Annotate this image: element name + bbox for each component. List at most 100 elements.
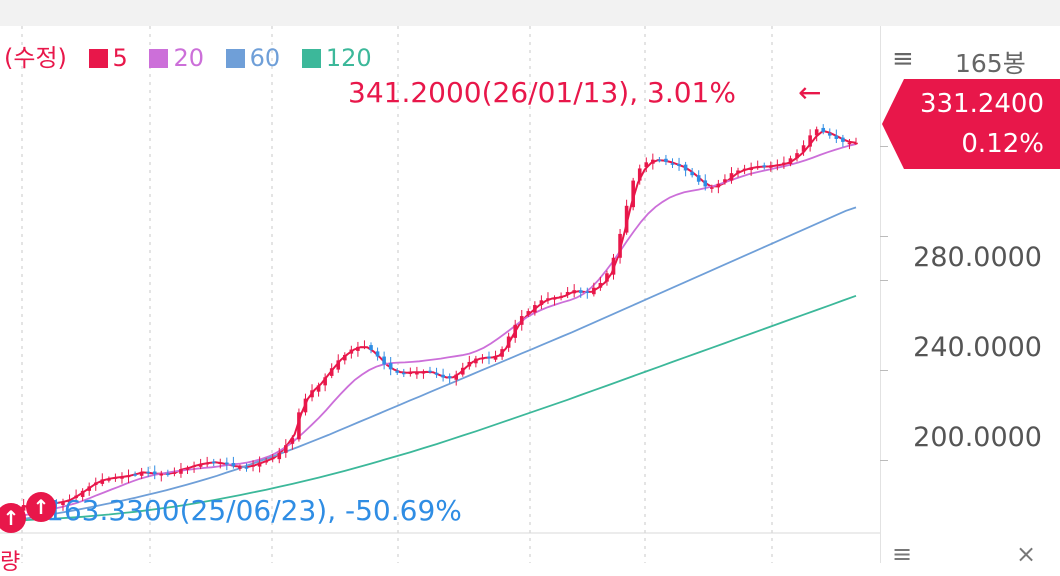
candle-body bbox=[74, 495, 78, 499]
candle-body bbox=[854, 142, 858, 145]
candle-body bbox=[172, 472, 177, 474]
candle bbox=[107, 476, 111, 483]
candle-body bbox=[847, 142, 852, 145]
candle-body bbox=[768, 165, 773, 168]
candle-body bbox=[716, 183, 721, 188]
y-tick-mark bbox=[880, 236, 888, 237]
candle bbox=[683, 161, 688, 177]
candle-body bbox=[565, 291, 570, 295]
candle bbox=[434, 367, 439, 378]
candle-body bbox=[434, 372, 439, 375]
candle bbox=[716, 179, 721, 194]
candle-body bbox=[782, 162, 786, 165]
candle bbox=[703, 174, 708, 191]
candle bbox=[277, 447, 282, 464]
candle bbox=[474, 355, 478, 368]
ma-line-20 bbox=[3, 143, 857, 522]
low-price-annotation: 163.3300(25/06/23), -50.69% bbox=[46, 494, 462, 527]
candle bbox=[723, 174, 727, 185]
candle-body bbox=[637, 168, 642, 181]
candle bbox=[506, 332, 511, 352]
legend-swatch-60 bbox=[225, 49, 245, 68]
candle-body bbox=[401, 372, 406, 375]
candle-body bbox=[231, 462, 236, 467]
candle-body bbox=[493, 356, 498, 360]
candle bbox=[120, 472, 124, 484]
candle bbox=[585, 287, 590, 299]
current-change-pct: 0.12% bbox=[961, 129, 1044, 159]
candle bbox=[310, 384, 314, 402]
candle bbox=[284, 439, 288, 458]
candle bbox=[605, 270, 609, 286]
candle-body bbox=[152, 471, 157, 475]
candle-body bbox=[349, 349, 354, 354]
candle-body bbox=[336, 360, 341, 370]
candle bbox=[801, 140, 806, 156]
close-icon[interactable]: × bbox=[1016, 540, 1037, 568]
candle bbox=[323, 373, 327, 392]
candle-body bbox=[159, 473, 164, 476]
candle bbox=[749, 162, 753, 176]
candle bbox=[533, 301, 537, 316]
menu-icon[interactable]: ≡ bbox=[892, 44, 914, 74]
y-tick-mark bbox=[880, 146, 888, 147]
candle-body bbox=[126, 475, 131, 478]
candle bbox=[664, 154, 668, 166]
candle-body bbox=[677, 163, 681, 166]
candle-body bbox=[395, 370, 400, 373]
candle-body bbox=[225, 462, 229, 465]
candle-count[interactable]: 165봉 bbox=[955, 49, 1026, 78]
candle-body bbox=[329, 368, 334, 376]
candle-body bbox=[814, 129, 819, 136]
candle-body bbox=[624, 205, 629, 233]
candle bbox=[827, 128, 832, 139]
candle-body bbox=[447, 376, 452, 379]
candle bbox=[487, 351, 491, 365]
candle-body bbox=[827, 133, 832, 136]
candle-body bbox=[362, 346, 367, 348]
candle-body bbox=[788, 158, 793, 164]
candle-body bbox=[546, 298, 550, 300]
left-arrow-icon: ← bbox=[798, 76, 822, 109]
candle-body bbox=[113, 477, 118, 479]
candle bbox=[362, 340, 367, 350]
legend-ma-60: 60 bbox=[249, 44, 281, 72]
up-arrow-icon: ↑ bbox=[26, 492, 56, 522]
candle bbox=[480, 354, 485, 364]
candle bbox=[755, 160, 760, 170]
candle-body bbox=[500, 349, 504, 357]
y-tick-mark bbox=[880, 460, 888, 461]
bottom-menu-icon[interactable]: ≡ bbox=[892, 540, 913, 568]
current-price: 331.2400 bbox=[919, 89, 1044, 119]
candle-body bbox=[487, 356, 491, 359]
candle-body bbox=[834, 135, 839, 139]
candle-body bbox=[238, 467, 242, 469]
candle bbox=[677, 157, 681, 171]
current-price-tag: 331.2400 0.12% bbox=[882, 79, 1060, 169]
candle-body bbox=[690, 171, 694, 176]
candle bbox=[428, 366, 432, 374]
candle-body bbox=[742, 168, 747, 171]
candlestick-chart[interactable] bbox=[0, 26, 880, 563]
candle-body bbox=[657, 159, 662, 162]
candle bbox=[218, 458, 223, 469]
candle-body bbox=[369, 345, 373, 351]
candle-body bbox=[723, 179, 727, 183]
candle-body bbox=[264, 460, 268, 463]
candle bbox=[513, 319, 518, 343]
candle bbox=[618, 228, 622, 264]
candle-body bbox=[166, 473, 170, 476]
candle bbox=[225, 457, 229, 471]
adjusted-label: (수정) bbox=[4, 44, 67, 72]
top-bar bbox=[0, 0, 1060, 26]
candle-body bbox=[100, 479, 105, 484]
candle bbox=[782, 156, 786, 169]
candle bbox=[631, 177, 635, 211]
candle-body bbox=[755, 166, 760, 169]
candle-body bbox=[631, 180, 635, 208]
candle-body bbox=[559, 296, 563, 299]
candle-body bbox=[441, 374, 445, 378]
candle bbox=[500, 346, 504, 360]
candle bbox=[637, 164, 642, 185]
volume-label: 량 bbox=[0, 550, 21, 575]
